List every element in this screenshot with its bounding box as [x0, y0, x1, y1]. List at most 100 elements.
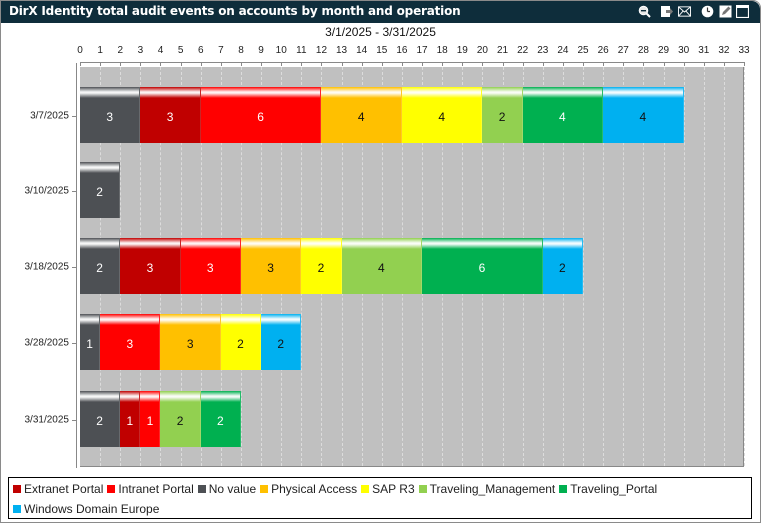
bar-segment[interactable]: 1	[140, 391, 161, 447]
bar-value-label: 2	[96, 185, 103, 200]
bar-segment[interactable]: 2	[482, 87, 523, 143]
bar-value-label: 2	[216, 414, 224, 429]
x-tick-label: 25	[577, 45, 589, 56]
legend-item[interactable]: Intranet Portal	[107, 482, 194, 496]
bar-segment[interactable]: 6	[422, 238, 543, 294]
bar-segment[interactable]: 2	[220, 314, 262, 370]
bar-value-label: 3	[106, 110, 114, 125]
bar-gloss	[341, 238, 422, 249]
x-tick-mark	[482, 62, 484, 66]
y-tick-mark	[72, 343, 76, 344]
legend-row: Windows Domain Europe	[13, 502, 163, 516]
bar-value-label: 4	[357, 110, 365, 125]
bar-segment[interactable]: 3	[240, 238, 302, 294]
bar-value-label: 2	[96, 414, 103, 429]
legend-item[interactable]: No value	[197, 482, 256, 496]
bar-segment[interactable]: 2	[80, 238, 121, 294]
x-axis-line	[80, 62, 744, 63]
bar-segment[interactable]: 2	[200, 391, 241, 447]
y-tick-label: 3/31/2025	[24, 414, 70, 426]
bar-segment[interactable]: 4	[401, 87, 483, 143]
x-tick-label: 18	[436, 45, 448, 56]
x-tick-label: 13	[336, 45, 348, 56]
bar-gloss	[180, 238, 240, 249]
x-tick-label: 19	[456, 45, 468, 56]
x-tick-mark	[261, 62, 263, 66]
legend-item[interactable]: Windows Domain Europe	[13, 502, 159, 516]
x-tick-label: 9	[258, 45, 264, 56]
bar-segment[interactable]: 1	[80, 314, 101, 370]
maximize-icon[interactable]	[736, 5, 749, 18]
legend-label: Intranet Portal	[118, 482, 194, 496]
export-icon[interactable]	[660, 5, 673, 18]
x-tick-mark	[100, 62, 102, 66]
legend-label: Traveling_Management	[429, 482, 556, 496]
x-tick-label: 10	[275, 45, 287, 56]
bar-segment[interactable]: 4	[522, 87, 604, 143]
edit-icon[interactable]	[719, 5, 732, 18]
y-tick-label: 3/7/2025	[30, 110, 69, 122]
bar-segment[interactable]: 4	[603, 87, 684, 143]
bar-segment[interactable]: 2	[301, 238, 342, 294]
bar-gloss	[200, 391, 240, 402]
bar-segment[interactable]: 3	[180, 238, 241, 294]
bar-gloss	[80, 391, 120, 402]
bar-segment[interactable]: 2	[80, 162, 121, 218]
bar-value-label: 2	[317, 261, 325, 276]
x-tick-label: 33	[738, 45, 750, 56]
x-tick-mark	[583, 62, 585, 66]
x-tick-mark	[140, 62, 142, 66]
y-tick-label: 3/28/2025	[24, 337, 70, 349]
bar-gloss	[80, 238, 120, 249]
legend-swatch-icon	[107, 485, 116, 493]
bar-gloss	[321, 87, 401, 98]
bar-segment[interactable]: 4	[321, 87, 402, 143]
email-icon[interactable]	[678, 5, 691, 18]
bar-segment[interactable]: 3	[160, 314, 221, 370]
x-tick-label: 23	[537, 45, 549, 56]
legend-item[interactable]: Physical Access	[260, 482, 357, 496]
bar-value-label: 2	[237, 337, 244, 352]
legend-label: Windows Domain Europe	[24, 502, 160, 516]
x-tick-label: 31	[698, 45, 710, 56]
x-tick-label: 27	[617, 45, 629, 56]
x-tick-mark	[744, 62, 745, 66]
bar-segment[interactable]: 3	[120, 238, 181, 294]
bar-value-label: 4	[559, 110, 566, 125]
bar-segment[interactable]: 3	[100, 314, 161, 370]
x-tick-label: 15	[376, 45, 388, 56]
bar-segment[interactable]: 6	[200, 87, 322, 143]
bar-value-label: 4	[438, 110, 446, 125]
zoom-out-icon[interactable]	[638, 5, 651, 18]
bar-segment[interactable]: 2	[80, 391, 121, 447]
x-tick-label: 21	[496, 45, 509, 56]
legend-swatch-icon	[559, 485, 568, 493]
bar-gloss	[542, 238, 583, 249]
legend-item[interactable]: Extranet Portal	[13, 482, 103, 496]
bar-segment[interactable]: 1	[120, 391, 141, 447]
legend-item[interactable]: Traveling_Management	[418, 482, 556, 496]
clock-icon[interactable]	[701, 5, 714, 18]
x-tick-mark	[703, 62, 705, 66]
legend-item[interactable]: Traveling_Portal	[559, 482, 657, 496]
bar-gloss	[522, 87, 603, 98]
bar-segment[interactable]: 3	[140, 87, 201, 143]
bar-value-label: 3	[166, 110, 174, 125]
bar-segment[interactable]: 2	[542, 238, 584, 294]
x-tick-label: 11	[296, 45, 307, 56]
bar-segment[interactable]: 2	[261, 314, 302, 370]
legend-item[interactable]: SAP R3	[361, 482, 415, 496]
bar-value-label: 2	[277, 337, 285, 352]
bar-gloss	[482, 87, 522, 98]
x-tick-mark	[462, 62, 464, 66]
bar-gloss	[261, 314, 301, 325]
grid-line	[623, 67, 625, 466]
bar-segment[interactable]: 2	[160, 391, 201, 447]
grid-line	[663, 67, 665, 466]
bar-segment[interactable]: 4	[341, 238, 423, 294]
x-tick-label: 30	[678, 45, 690, 56]
chart-subtitle: 3/1/2025 - 3/31/2025	[325, 25, 436, 39]
bar-value-label: 2	[498, 110, 506, 125]
bar-segment[interactable]: 3	[80, 87, 141, 143]
